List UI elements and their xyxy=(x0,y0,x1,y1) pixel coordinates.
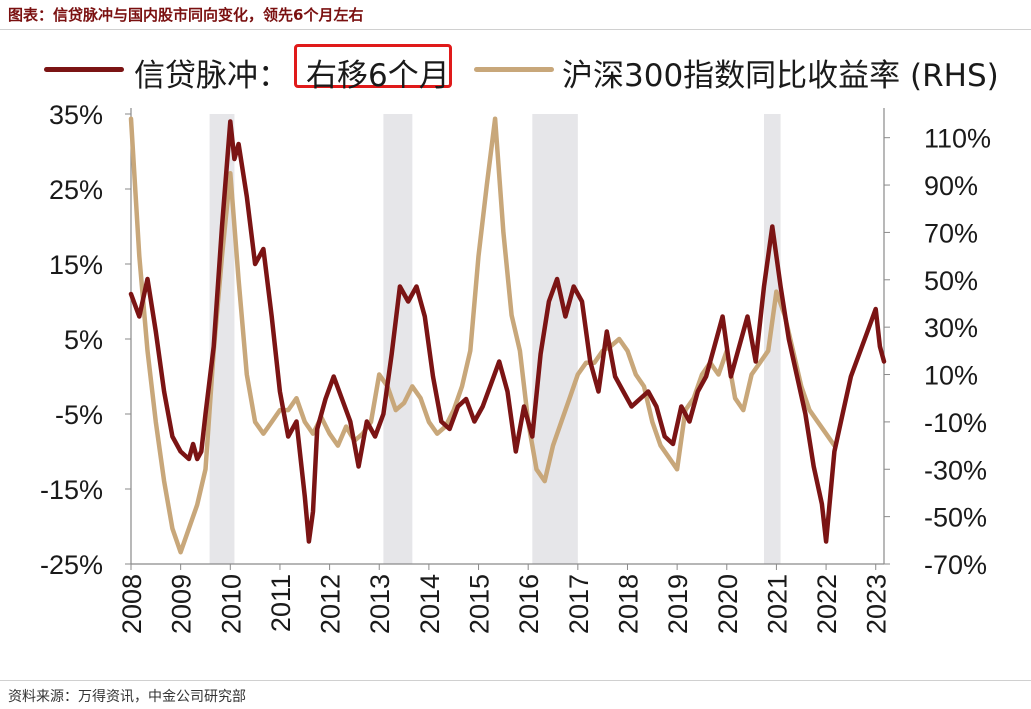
x-axis-tick-label: 2020 xyxy=(713,574,743,634)
legend-highlight-box xyxy=(294,44,452,88)
legend-swatch-credit-impulse xyxy=(44,67,124,72)
line-chart: 35% 25% 15% 5% -5% -15% -25% 110% 90% 70% 50% 30% 10… xyxy=(40,100,991,634)
legend-label-shift: 右移6个月 xyxy=(306,58,450,94)
legend-label-csi300: 沪深300指数同比收益率 (RHS) xyxy=(562,58,999,94)
shaded-period-4 xyxy=(764,114,781,564)
legend: 信贷脉冲： 右移6个月 沪深300指数同比收益率 (RHS) xyxy=(44,44,1024,94)
x-axis-tick-label: 2023 xyxy=(862,574,892,634)
x-axis-tick-label: 2013 xyxy=(365,574,395,634)
x-axis-tick-label: 2019 xyxy=(663,574,693,634)
source-note: 资料来源：万得资讯，中金公司研究部 xyxy=(8,689,246,705)
right-axis-tick-label: -70% xyxy=(924,550,987,580)
x-axis-tick-label: 2012 xyxy=(316,574,346,634)
top-divider xyxy=(0,29,1031,30)
left-axis-tick-label: 25% xyxy=(49,175,103,205)
left-axis-tick-label: -25% xyxy=(40,550,103,580)
x-axis-tick-label: 2018 xyxy=(613,574,643,634)
x-axis-tick-label: 2017 xyxy=(564,574,594,634)
shaded-period-3 xyxy=(532,114,578,564)
series-line-credit-impulse xyxy=(128,119,887,544)
right-axis-tick-label: 30% xyxy=(924,313,978,343)
x-axis-tick-label: 2010 xyxy=(216,574,246,634)
chart-series xyxy=(128,116,887,555)
right-axis-tick-label: -30% xyxy=(924,455,987,485)
right-axis-tick-label: 10% xyxy=(924,361,978,391)
chart-axes xyxy=(125,108,890,570)
legend-swatch-csi300 xyxy=(474,67,554,72)
shaded-period-2 xyxy=(383,114,413,564)
tick-labels: 35% 25% 15% 5% -5% -15% -25% 110% 90% 70% 50% 30% 10… xyxy=(40,100,991,634)
x-axis-tick-label: 2008 xyxy=(117,574,147,634)
right-axis-tick-label: 110% xyxy=(924,124,991,154)
left-axis-tick-label: -5% xyxy=(55,400,103,430)
right-axis-tick-label: -50% xyxy=(924,503,987,533)
x-axis-tick-label: 2015 xyxy=(465,574,495,634)
x-axis-tick-label: 2011 xyxy=(266,574,296,632)
shaded-periods xyxy=(209,114,781,564)
left-axis-tick-label: 5% xyxy=(64,325,103,355)
chart-title: 图表：信贷脉冲与国内股市同向变化，领先6个月左右 xyxy=(8,6,364,24)
right-axis-tick-label: 90% xyxy=(924,171,978,201)
x-axis-tick-label: 2009 xyxy=(167,574,197,634)
x-axis-tick-label: 2021 xyxy=(762,574,792,634)
x-axis-tick-label: 2016 xyxy=(514,574,544,634)
right-axis-tick-label: -10% xyxy=(924,408,987,438)
series-line-csi300 xyxy=(128,116,837,555)
x-axis-tick-label: 2022 xyxy=(812,574,842,634)
legend-label-credit-impulse: 信贷脉冲： xyxy=(134,58,289,94)
left-axis-tick-label: 15% xyxy=(49,250,103,280)
bottom-divider xyxy=(0,680,1031,681)
left-axis-tick-label: -15% xyxy=(40,475,103,505)
x-axis-tick-label: 2014 xyxy=(415,574,445,634)
left-axis-tick-label: 35% xyxy=(49,100,103,130)
right-axis-tick-label: 50% xyxy=(924,266,978,296)
right-axis-tick-label: 70% xyxy=(924,218,978,248)
